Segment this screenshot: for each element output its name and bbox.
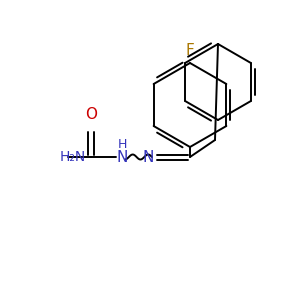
Text: N: N: [142, 149, 154, 164]
Text: O: O: [85, 107, 97, 122]
Text: N: N: [116, 149, 128, 164]
Text: H: H: [117, 138, 127, 151]
Text: F: F: [186, 43, 194, 58]
Text: H₂N: H₂N: [60, 150, 86, 164]
